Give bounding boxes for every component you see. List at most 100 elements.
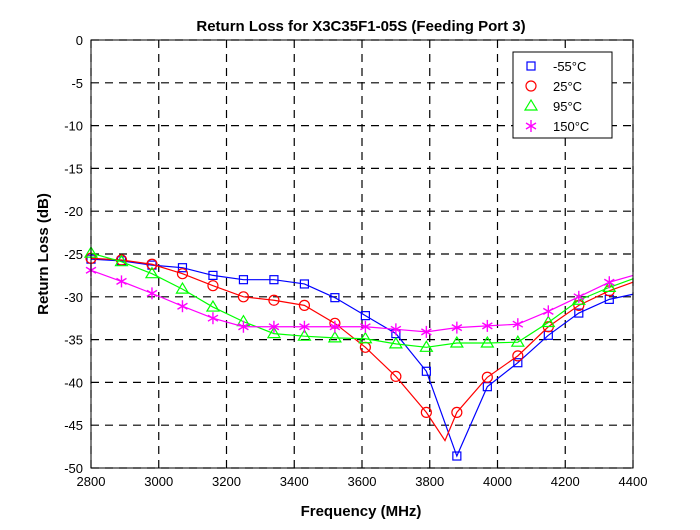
asterisk-stroke bbox=[451, 324, 463, 332]
x-tick-label: 3000 bbox=[144, 474, 173, 489]
square-marker bbox=[421, 366, 431, 376]
asterisk-stroke bbox=[177, 302, 188, 310]
asterisk-marker bbox=[573, 290, 585, 303]
asterisk-marker bbox=[177, 300, 188, 313]
y-tick-label: -5 bbox=[71, 76, 83, 91]
asterisk-stroke bbox=[207, 314, 219, 322]
series-line-0 bbox=[90, 258, 634, 458]
x-axis-label: Frequency (MHz) bbox=[301, 503, 422, 520]
asterisk-marker bbox=[116, 275, 127, 288]
asterisk-marker bbox=[451, 321, 463, 334]
square-marker bbox=[269, 275, 279, 285]
triangle-marker bbox=[510, 335, 525, 347]
asterisk-stroke bbox=[421, 328, 432, 336]
y-tick-label: 0 bbox=[76, 33, 83, 48]
asterisk-stroke bbox=[268, 323, 280, 331]
asterisk-marker bbox=[603, 276, 615, 289]
asterisk-stroke bbox=[116, 277, 127, 285]
circle-marker bbox=[268, 294, 280, 306]
plot-frame bbox=[90, 39, 634, 469]
asterisk-stroke bbox=[512, 320, 524, 328]
triangle-marker bbox=[602, 280, 617, 292]
asterisk-stroke bbox=[481, 322, 493, 330]
asterisk-marker bbox=[512, 318, 524, 331]
chart-title: Return Loss for X3C35F1-05S (Feeding Por… bbox=[196, 18, 525, 35]
asterisk-stroke bbox=[542, 307, 554, 315]
y-tick-label: -20 bbox=[64, 204, 83, 219]
square-marker bbox=[238, 275, 249, 285]
asterisk-marker bbox=[299, 320, 310, 333]
asterisk-marker bbox=[525, 120, 537, 132]
legend-label: 150°C bbox=[553, 119, 589, 134]
square-marker bbox=[452, 451, 462, 461]
triangle-marker bbox=[175, 281, 190, 294]
asterisk-stroke bbox=[525, 122, 537, 130]
asterisk-stroke bbox=[238, 323, 249, 331]
asterisk-stroke bbox=[360, 323, 371, 331]
circle-marker bbox=[146, 258, 158, 270]
triangle-marker bbox=[541, 315, 556, 328]
square-marker bbox=[299, 279, 310, 289]
circle-marker bbox=[176, 268, 189, 280]
y-tick-label: -40 bbox=[64, 375, 83, 390]
legend-label: 25°C bbox=[553, 79, 582, 94]
x-tick-label: 4200 bbox=[551, 474, 580, 489]
x-tick-label: 3800 bbox=[415, 474, 444, 489]
asterisk-stroke bbox=[329, 323, 341, 331]
y-tick-label: -45 bbox=[64, 418, 83, 433]
circle-marker bbox=[481, 371, 493, 383]
asterisk-stroke bbox=[603, 278, 615, 286]
y-tick-label: -25 bbox=[64, 247, 83, 262]
y-tick-label: -50 bbox=[64, 461, 83, 476]
square-marker bbox=[208, 270, 218, 280]
triangle-marker bbox=[523, 98, 539, 111]
triangle-marker bbox=[327, 330, 342, 343]
square-marker bbox=[360, 311, 370, 321]
asterisk-marker bbox=[421, 325, 432, 338]
triangle-marker bbox=[114, 254, 129, 267]
series-line-2 bbox=[90, 252, 634, 348]
square-marker bbox=[526, 61, 536, 71]
x-tick-label: 4000 bbox=[483, 474, 512, 489]
triangle-marker bbox=[297, 329, 312, 341]
circle-marker bbox=[525, 80, 537, 92]
y-tick-label: -35 bbox=[64, 333, 83, 348]
x-tick-label: 3400 bbox=[280, 474, 309, 489]
triangle-marker bbox=[205, 299, 221, 312]
x-tick-label: 2800 bbox=[77, 474, 106, 489]
asterisk-marker bbox=[207, 312, 219, 325]
circle-marker bbox=[207, 280, 219, 292]
square-marker bbox=[177, 263, 188, 273]
y-tick-label: -30 bbox=[64, 290, 83, 305]
legend-label: -55°C bbox=[553, 59, 586, 74]
x-tick-label: 3200 bbox=[212, 474, 241, 489]
asterisk-marker bbox=[360, 320, 371, 333]
triangle-marker bbox=[388, 336, 403, 349]
triangle-marker bbox=[358, 331, 373, 344]
y-tick-label: -15 bbox=[64, 161, 83, 176]
asterisk-marker bbox=[146, 287, 158, 300]
x-tick-label: 4400 bbox=[619, 474, 648, 489]
triangle-marker bbox=[144, 266, 160, 279]
square-marker bbox=[513, 358, 523, 368]
legend-box bbox=[512, 51, 613, 139]
triangle-marker bbox=[419, 340, 434, 352]
x-tick-label: 3600 bbox=[348, 474, 377, 489]
circle-marker bbox=[298, 299, 311, 311]
triangle-marker bbox=[449, 335, 464, 348]
y-axis-label: Return Loss (dB) bbox=[35, 193, 52, 315]
asterisk-marker bbox=[390, 323, 402, 336]
asterisk-marker bbox=[542, 305, 554, 318]
triangle-marker bbox=[266, 326, 281, 339]
asterisk-stroke bbox=[573, 293, 585, 301]
asterisk-stroke bbox=[390, 325, 402, 333]
circle-marker bbox=[420, 406, 432, 418]
triangle-marker bbox=[480, 335, 495, 348]
asterisk-marker bbox=[268, 320, 280, 333]
asterisk-marker bbox=[238, 320, 249, 333]
square-marker bbox=[574, 308, 584, 318]
legend: -55°C 25°C 95°C 150°C bbox=[512, 51, 613, 139]
legend-label: 95°C bbox=[553, 99, 582, 114]
